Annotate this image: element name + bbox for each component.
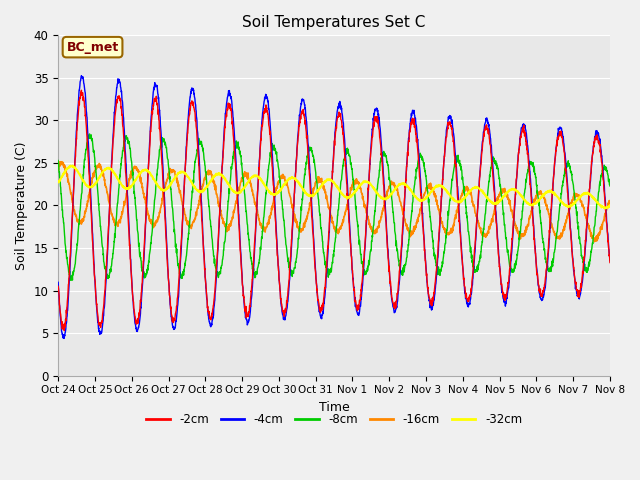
X-axis label: Time: Time — [319, 401, 349, 414]
Title: Soil Temperatures Set C: Soil Temperatures Set C — [243, 15, 426, 30]
Y-axis label: Soil Temperature (C): Soil Temperature (C) — [15, 141, 28, 270]
Legend: -2cm, -4cm, -8cm, -16cm, -32cm: -2cm, -4cm, -8cm, -16cm, -32cm — [141, 408, 527, 431]
Text: BC_met: BC_met — [67, 41, 118, 54]
